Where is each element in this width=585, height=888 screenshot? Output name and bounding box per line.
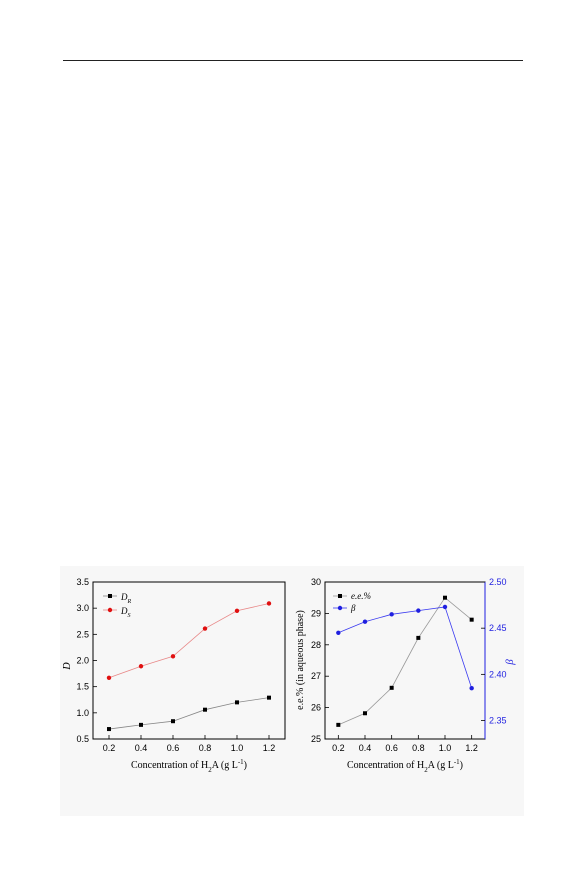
y-tick-label: 1.5: [76, 682, 89, 692]
data-point: [389, 685, 394, 690]
y-tick-label: 28: [311, 640, 321, 650]
y-tick-label: 0.5: [76, 734, 89, 744]
right-chart: 0.2 0.4 0.6 0.8 1.0 1.2 25 26 27 28 29 30 2.35 2.40…: [295, 577, 516, 774]
left-legend-label-dr: DR: [120, 592, 132, 605]
right-legend-label-beta: β: [350, 603, 356, 613]
x-tick-label: 0.4: [135, 743, 148, 753]
left-legend-label-ds: DS: [120, 606, 131, 619]
data-point: [362, 619, 368, 624]
left-series-markers: [106, 601, 272, 732]
x-tick-label: 0.8: [199, 743, 212, 753]
left-y-ticks: 0.5 1.0 1.5 2.0 2.5 3.0 3.5: [76, 577, 97, 744]
data-point: [234, 608, 240, 613]
data-point: [469, 686, 474, 691]
x-tick-label: 0.6: [385, 743, 398, 753]
y-tick-label: 2.5: [76, 629, 89, 639]
y-tick-label: 27: [311, 671, 321, 681]
right-series-markers: [336, 595, 474, 727]
left-legend: DR DS: [103, 592, 132, 619]
y-tick-label: 2.50: [489, 577, 507, 587]
y-tick-label: 30: [311, 577, 321, 587]
data-point: [107, 727, 111, 732]
data-point: [203, 707, 207, 712]
y-tick-label: 1.0: [76, 708, 89, 718]
data-point: [389, 612, 394, 617]
data-point: [106, 675, 112, 680]
y-tick-label: 3.5: [76, 577, 89, 587]
left-chart: 0.2 0.4 0.6 0.8 1.0 1.2 0.5 1.0 1.5 2.0 2.5 3.0 3.5…: [62, 577, 286, 774]
right-y-left-axis-label: e.e.% (in aqueous phase): [295, 610, 306, 710]
data-point: [170, 654, 176, 659]
x-tick-label: 1.2: [465, 743, 478, 753]
y-tick-label: 2.45: [489, 623, 507, 633]
right-y-right-axis-label: β: [504, 659, 516, 666]
page-header-rule: [63, 60, 523, 61]
left-x-ticks: 0.2 0.4 0.6 0.8 1.0 1.2: [103, 735, 276, 753]
x-tick-label: 1.0: [231, 743, 244, 753]
right-legend: e.e.% β: [333, 591, 371, 613]
y-tick-label: 26: [311, 703, 321, 713]
right-y-left-ticks: 25 26 27 28 29 30: [311, 577, 329, 744]
y-tick-label: 25: [311, 734, 321, 744]
data-point: [442, 604, 448, 610]
data-point: [469, 617, 474, 622]
left-legend-marker-ds: [107, 607, 113, 613]
right-legend-marker-ee: [338, 594, 342, 598]
left-y-axis-label: D: [62, 662, 73, 671]
data-point: [171, 719, 175, 724]
y-tick-label: 29: [311, 608, 321, 618]
data-point: [138, 664, 144, 669]
series-line-0: [108, 697, 270, 730]
right-y-right-ticks: 2.35 2.40 2.45 2.50: [481, 577, 507, 726]
series-line-1: [108, 603, 270, 679]
x-tick-label: 0.4: [359, 743, 372, 753]
left-series-lines: [108, 603, 270, 730]
y-tick-label: 2.40: [489, 669, 507, 679]
x-tick-label: 0.2: [332, 743, 345, 753]
data-point: [336, 722, 341, 727]
x-tick-label: 0.2: [103, 743, 116, 753]
x-tick-label: 0.8: [412, 743, 425, 753]
data-point: [235, 700, 239, 705]
x-tick-label: 1.0: [439, 743, 452, 753]
right-x-ticks: 0.2 0.4 0.6 0.8 1.0 1.2: [332, 735, 478, 753]
data-point: [443, 595, 447, 600]
x-tick-label: 0.6: [167, 743, 180, 753]
data-point: [267, 695, 271, 700]
series-line-1: [338, 606, 473, 689]
x-tick-label: 1.2: [263, 743, 276, 753]
right-x-axis-label: Concentration of H2A (g L-1): [347, 758, 463, 774]
data-point: [363, 711, 367, 716]
left-legend-marker-dr: [108, 594, 112, 598]
data-point: [139, 722, 143, 727]
y-tick-label: 2.35: [489, 716, 507, 726]
left-x-axis-label: Concentration of H2A (g L-1): [131, 758, 247, 774]
data-point: [416, 635, 421, 640]
data-point: [266, 601, 272, 606]
y-tick-label: 3.0: [76, 603, 89, 613]
right-series-lines: [338, 597, 473, 726]
right-legend-label-ee: e.e.%: [351, 591, 371, 601]
series-line-0: [338, 597, 472, 726]
data-point: [202, 626, 208, 631]
data-point: [416, 608, 421, 613]
right-legend-marker-beta: [337, 605, 343, 611]
right-plot-frame: [324, 581, 486, 740]
data-point: [336, 630, 341, 635]
y-tick-label: 2.0: [76, 656, 89, 666]
